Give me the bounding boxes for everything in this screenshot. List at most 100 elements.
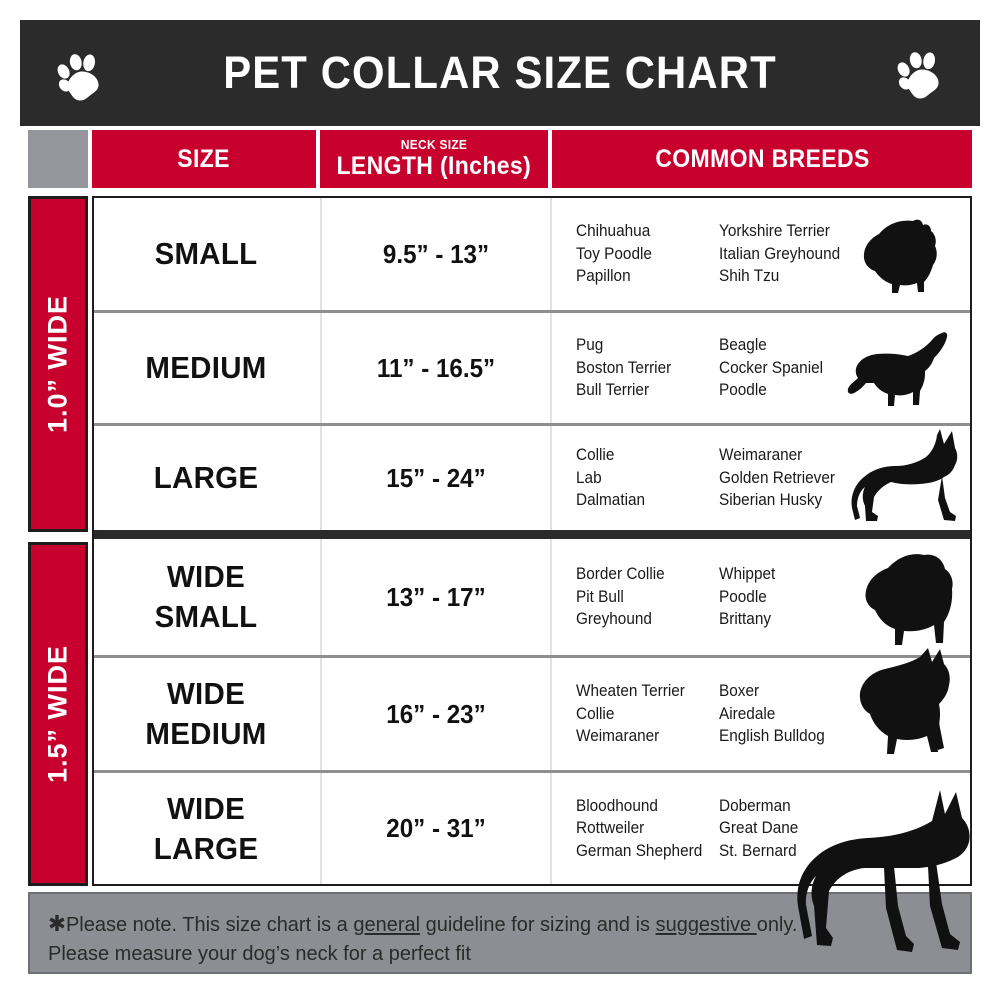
breed-column-2: Doberman Great Dane St. Bernard — [719, 795, 798, 862]
boxer-silhouette-icon — [859, 648, 950, 754]
breed-column-2: Yorkshire Terrier Italian Greyhound Shih… — [719, 220, 840, 287]
section-band-1-0-wide: 1.0” WIDE — [28, 196, 88, 532]
breed-name: Greyhound — [576, 610, 652, 629]
row-length-value: 20” - 31” — [386, 813, 486, 843]
dog-silhouette — [810, 539, 970, 655]
breed-name: Collie — [576, 704, 615, 723]
breed-name: Dalmatian — [576, 491, 646, 510]
breed-name: Yorkshire Terrier — [719, 222, 830, 241]
column-header-size: SIZE — [92, 130, 316, 188]
breed-name: German Shepherd — [576, 841, 703, 860]
chart-header-bar: PET COLLAR SIZE CHART — [20, 20, 980, 126]
row-size-line-1: WIDE — [166, 559, 246, 595]
column-divider — [550, 539, 552, 884]
breed-column-2: Beagle Cocker Spaniel Poodle — [719, 334, 823, 401]
table-body: SMALL 9.5” - 13” Chihuahua Toy Poodle Pa… — [92, 196, 972, 886]
column-divider — [550, 198, 552, 530]
doberman-silhouette-icon — [797, 790, 970, 952]
row-length-value: 15” - 24” — [386, 462, 486, 493]
shepherd-silhouette-icon — [851, 429, 958, 521]
breed-name: Boston Terrier — [576, 358, 672, 377]
row-size-label: LARGE — [153, 460, 259, 496]
footer-underline-suggestive: suggestive — [655, 913, 757, 936]
footer-text-b: guideline for sizing and is — [420, 913, 656, 936]
breed-column-1: Pug Boston Terrier Bull Terrier — [576, 334, 671, 401]
bulldog-silhouette-icon — [865, 554, 953, 645]
breed-name: Golden Retriever — [719, 468, 836, 487]
table-row: MEDIUM 11” - 16.5” Pug Boston Terrier Bu… — [94, 313, 970, 423]
column-header-length-label: LENGTH (Inches) — [336, 151, 532, 180]
breed-name: Weimaraner — [719, 446, 803, 465]
breed-name: Brittany — [719, 610, 772, 629]
row-divider — [94, 770, 970, 773]
row-breeds: Pug Boston Terrier Bull Terrier Beagle C… — [554, 313, 970, 423]
beagle-silhouette-icon — [847, 332, 948, 406]
row-breeds: Border Collie Pit Bull Greyhound Whippet… — [554, 539, 970, 655]
row-size-label: SMALL — [154, 236, 258, 272]
row-divider — [94, 310, 970, 313]
footer-note-line-1: ✱Please note. This size chart is a gener… — [48, 908, 931, 939]
column-divider — [320, 539, 322, 884]
row-divider — [94, 655, 970, 658]
breed-name: Poodle — [719, 587, 767, 606]
column-header-length-sublabel: NECK SIZE — [400, 136, 468, 152]
table-row: WIDE LARGE 20” - 31” Bloodhound Rottweil… — [94, 773, 970, 884]
table-row: WIDE MEDIUM 16” - 23” Wheaten Terrier Co… — [94, 648, 970, 770]
breed-name: Poodle — [719, 381, 767, 400]
breed-name: Doberman — [719, 796, 791, 815]
row-size-label: WIDE SMALL — [100, 539, 313, 655]
row-size-line-1: WIDE — [166, 790, 246, 826]
row-breeds: Bloodhound Rottweiler German Shepherd Do… — [554, 773, 970, 884]
breed-name: Whippet — [719, 565, 776, 584]
row-size-label: WIDE MEDIUM — [100, 658, 313, 770]
pomeranian-silhouette-icon — [863, 219, 937, 293]
row-breeds: Wheaten Terrier Collie Weimaraner Boxer … — [554, 648, 970, 770]
section-divider — [94, 530, 970, 539]
breed-name: Wheaten Terrier — [576, 682, 685, 701]
asterisk-icon: ✱ — [48, 911, 66, 936]
column-header-breeds: COMMON BREEDS — [552, 130, 972, 188]
row-size-line-1: WIDE — [166, 676, 246, 712]
column-header-size-label: SIZE — [177, 144, 231, 173]
footer-text-a: Please note. This size chart is a — [65, 913, 354, 936]
breed-name: Bull Terrier — [576, 381, 650, 400]
breed-name: Weimaraner — [576, 727, 660, 746]
breed-name: English Bulldog — [719, 727, 825, 746]
breed-name: Great Dane — [719, 819, 799, 838]
breed-name: Border Collie — [576, 565, 665, 584]
dog-silhouette — [810, 648, 970, 770]
dog-silhouette — [810, 426, 970, 530]
row-breeds: Chihuahua Toy Poodle Papillon Yorkshire … — [554, 198, 970, 310]
breed-column-2: Boxer Airedale English Bulldog — [719, 680, 825, 747]
row-breeds: Collie Lab Dalmatian Weimaraner Golden R… — [554, 426, 970, 530]
footer-underline-general: general — [353, 913, 421, 936]
row-size-label: WIDE LARGE — [100, 773, 313, 884]
breed-name: Lab — [576, 468, 602, 487]
breed-name: Bloodhound — [576, 796, 658, 815]
row-size-line-2: LARGE — [153, 830, 259, 866]
dog-silhouette — [810, 198, 970, 310]
footer-note-line-2: Please measure your dog’s neck for a per… — [48, 942, 471, 966]
section-band-1-5-wide: 1.5” WIDE — [28, 542, 88, 886]
corner-cell — [28, 130, 88, 188]
row-length-value: 16” - 23” — [386, 698, 486, 729]
column-header-length: NECK SIZE LENGTH (Inches) — [320, 130, 548, 188]
row-length-value: 11” - 16.5” — [376, 352, 496, 383]
row-size-line-2: MEDIUM — [145, 716, 267, 751]
table-header-row: SIZE NECK SIZE LENGTH (Inches) COMMON BR… — [20, 126, 980, 192]
paw-print-icon — [57, 54, 99, 101]
footer-text-c: only. — [756, 913, 798, 936]
breed-column-1: Chihuahua Toy Poodle Papillon — [576, 220, 652, 287]
breed-name: Collie — [576, 446, 615, 465]
breed-name: Toy Poodle — [576, 244, 652, 263]
dog-silhouette — [810, 313, 970, 423]
table-row: WIDE SMALL 13” - 17” Border Collie Pit B… — [94, 539, 970, 655]
breed-name: Pit Bull — [576, 587, 624, 606]
breed-name: Rottweiler — [576, 819, 645, 838]
breed-name: Cocker Spaniel — [719, 358, 824, 377]
breed-column-1: Bloodhound Rottweiler German Shepherd — [576, 795, 702, 862]
row-divider — [94, 423, 970, 426]
breed-name: Chihuahua — [576, 222, 651, 241]
pet-collar-size-chart: PET COLLAR SIZE CHART SIZE NECK SIZE LEN… — [20, 20, 980, 980]
breed-name: Boxer — [719, 682, 760, 701]
